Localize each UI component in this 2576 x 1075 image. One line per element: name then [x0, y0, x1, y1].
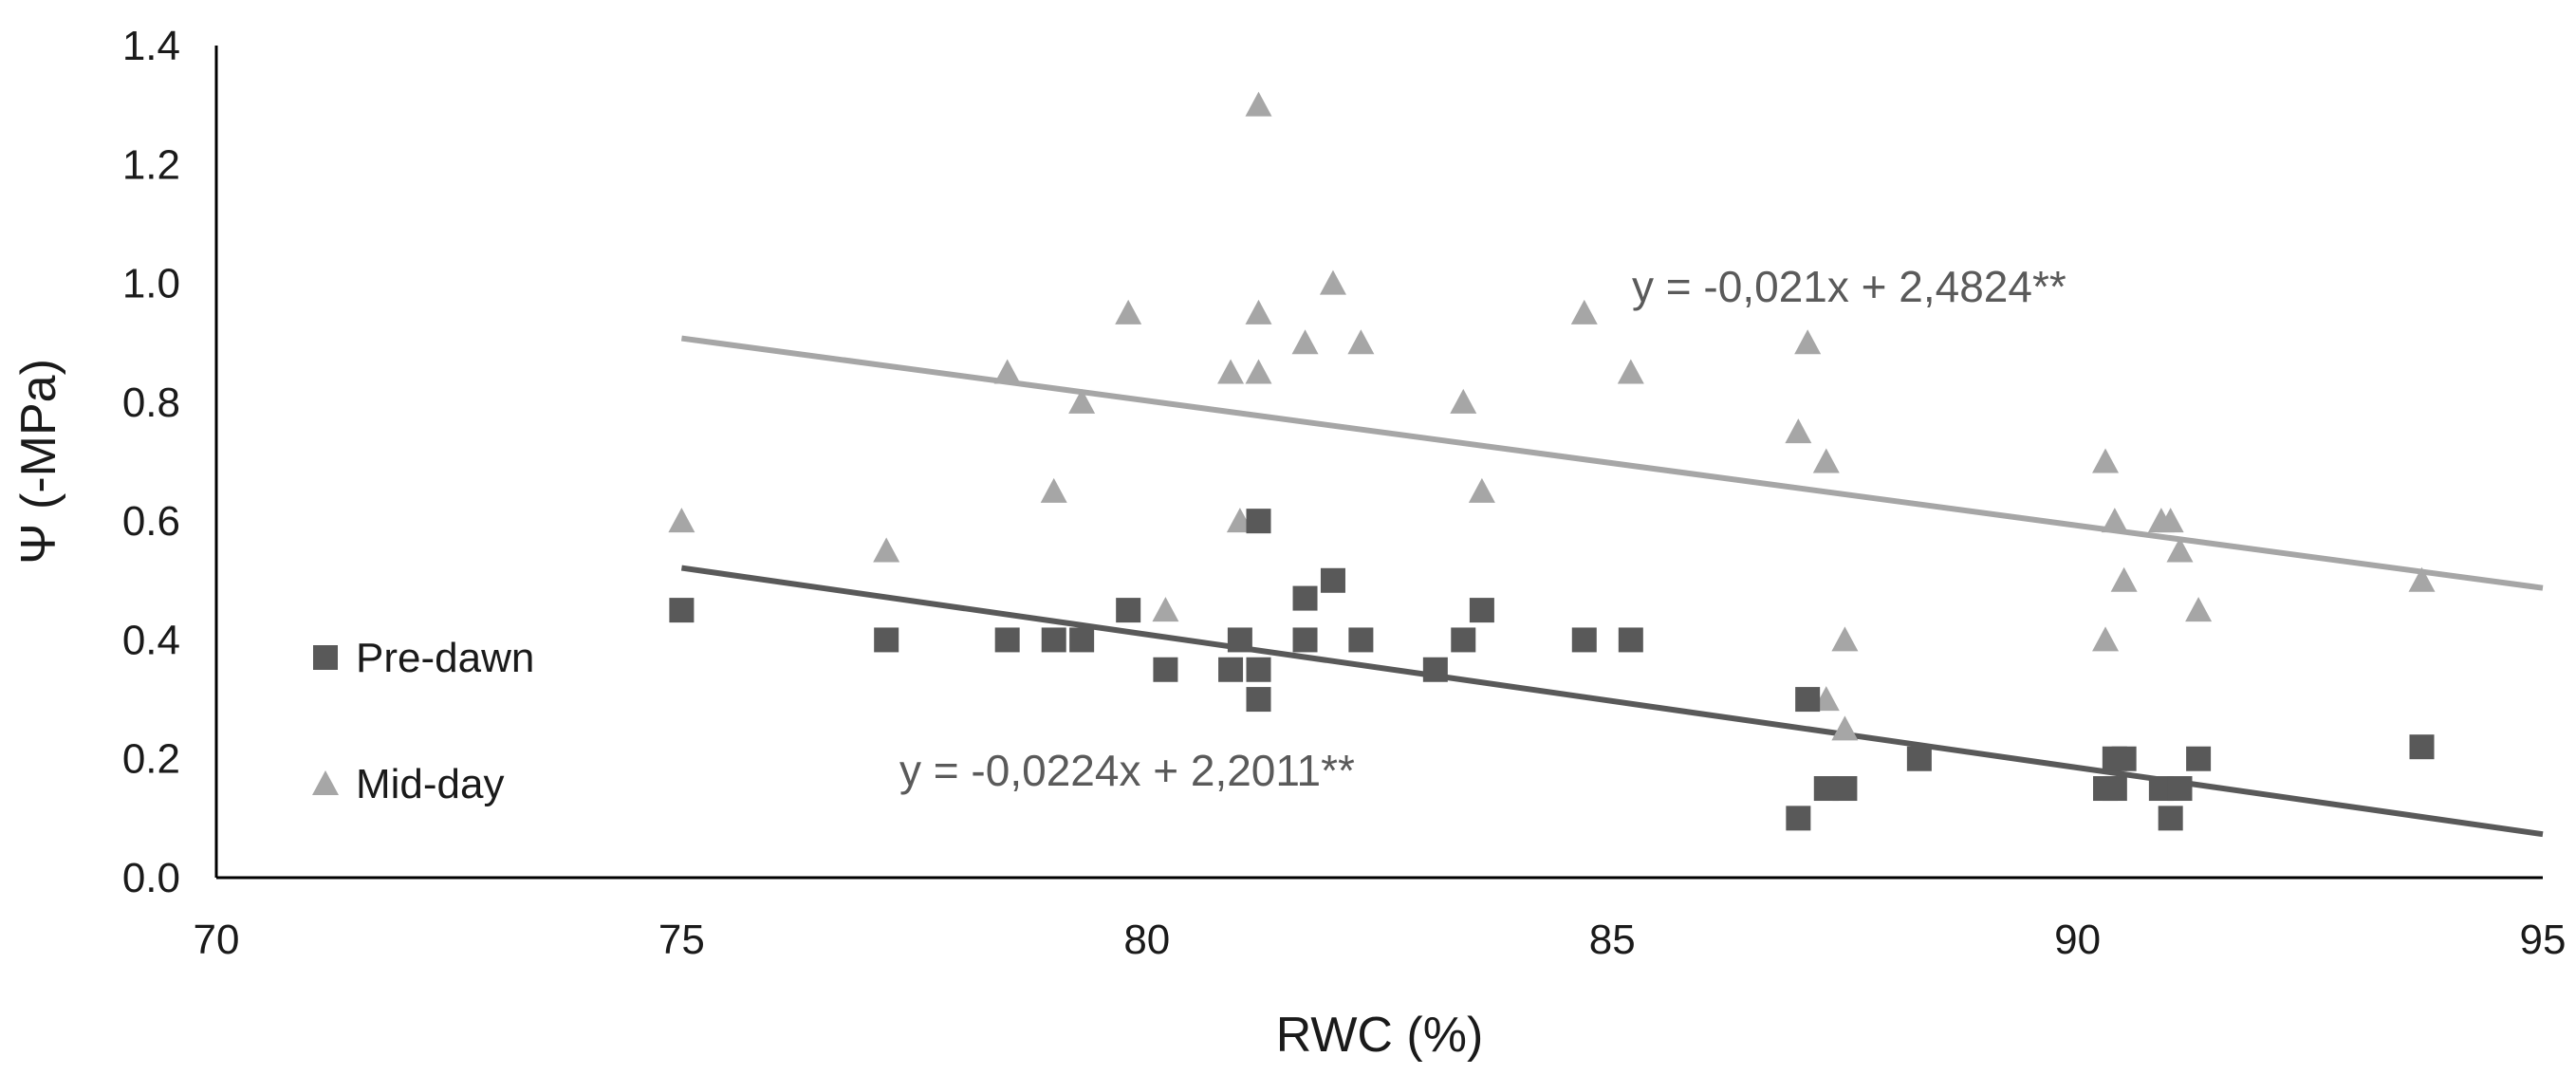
mid-day-point [1068, 388, 1096, 414]
pre-dawn-point [1320, 567, 1345, 593]
mid-day-point [1291, 329, 1319, 355]
pre-dawn-point [2158, 806, 2183, 831]
mid-day-point [1570, 299, 1598, 324]
pre-dawn-point [1246, 687, 1271, 713]
mid-day-point [1245, 359, 1272, 384]
mid-day-point [1245, 299, 1272, 324]
pre-dawn-point [1227, 627, 1252, 653]
pre-dawn-point [1292, 585, 1318, 611]
pre-dawn-point [1218, 657, 1244, 682]
pre-dawn-point [1786, 806, 1811, 831]
trendline-mid-day [681, 335, 2544, 591]
x-tick-label: 85 [1589, 917, 1636, 963]
legend-label: Mid-day [356, 761, 505, 807]
mid-day-point [1617, 359, 1644, 384]
pre-dawn-point [1292, 627, 1318, 653]
pre-dawn-point [1348, 627, 1374, 653]
pre-dawn-point [1832, 776, 1858, 802]
x-tick-label: 70 [194, 917, 240, 963]
pre-dawn-point [2167, 776, 2193, 802]
mid-day-point [1831, 715, 1859, 741]
mid-day-point [1347, 329, 1375, 355]
x-tick-label: 75 [658, 917, 705, 963]
mid-day-point [1245, 91, 1272, 117]
x-tick-label: 95 [2520, 917, 2567, 963]
mid-day-point [1450, 388, 1477, 414]
pre-dawn-point [2111, 746, 2137, 771]
pre-dawn-point [1906, 746, 1932, 771]
mid-day-point [1812, 448, 1840, 473]
y-tick-label: 0.8 [122, 380, 180, 426]
pre-dawn-point [994, 627, 1020, 653]
axes [214, 46, 2543, 880]
mid-day-point [1468, 477, 1495, 503]
pre-dawn-point [2102, 776, 2127, 802]
mid-day-point [2185, 597, 2213, 622]
x-tick-label: 90 [2054, 917, 2101, 963]
mid-day-point [2092, 448, 2120, 473]
x-tick-label: 80 [1123, 917, 1170, 963]
pre-dawn-point [1451, 627, 1476, 653]
y-axis-title: Ψ (-MPa) [11, 359, 66, 565]
pre-dawn-point [1618, 627, 1643, 653]
mid-day-point [873, 537, 900, 563]
mid-day-point [1040, 477, 1067, 503]
y-tick-label: 0.2 [122, 736, 180, 783]
mid-day-point [1794, 329, 1822, 355]
pre-dawn-point [1795, 687, 1821, 713]
mid-day-point [2110, 566, 2138, 592]
mid-day-point [2092, 626, 2120, 652]
pre-dawn-point [1153, 657, 1178, 682]
x-axis-title: RWC (%) [1276, 1008, 1484, 1063]
legend-label: Pre-dawn [356, 635, 534, 681]
y-tick-label: 0.6 [122, 498, 180, 545]
data-points [668, 91, 2436, 831]
pre-dawn-point [1116, 598, 1141, 623]
mid-day-point [1831, 626, 1859, 652]
labels: 70 75 80 85 90 95 0.0 0.2 0.4 0.6 0.8 1.0 1.2 1.4 RWC … [11, 23, 2566, 1063]
pre-dawn-point [2186, 746, 2212, 771]
mid-day-point [1115, 299, 1142, 324]
mid-day-point [2166, 537, 2194, 563]
y-tick-label: 1.2 [122, 141, 180, 188]
legend-marker-pre-dawn [313, 645, 338, 670]
pre-dawn-point [1069, 627, 1095, 653]
mid-day-point [1319, 269, 1346, 295]
y-tick-label: 0.0 [122, 855, 180, 901]
pre-dawn-point [1422, 657, 1448, 682]
mid-day-point [2408, 566, 2436, 592]
pre-dawn-point [1246, 657, 1271, 682]
pre-dawn-point [1469, 598, 1494, 623]
mid-day-point [1217, 359, 1245, 384]
trendlines [680, 335, 2544, 838]
pre-dawn-point [1571, 627, 1597, 653]
mid-day-point [2101, 508, 2128, 533]
mid-day-point [1152, 597, 1179, 622]
pre-dawn-point [874, 627, 899, 653]
trend-equation: y = -0,0224x + 2,2011** [899, 746, 1355, 795]
mid-day-point [993, 359, 1021, 384]
trend-equation: y = -0,021x + 2,4824** [1632, 262, 2066, 311]
pre-dawn-point [1246, 509, 1271, 534]
y-tick-label: 1.0 [122, 261, 180, 307]
trendline-pre-dawn [680, 565, 2544, 838]
mid-day-point [1785, 418, 1812, 444]
pre-dawn-point [669, 598, 695, 623]
mid-day-point [2157, 508, 2184, 533]
pre-dawn-point [2409, 734, 2435, 760]
legend-marker-mid-day [312, 770, 339, 795]
y-tick-label: 0.4 [122, 617, 180, 663]
pre-dawn-point [1041, 627, 1066, 653]
mid-day-point [668, 508, 695, 533]
y-tick-label: 1.4 [122, 23, 180, 69]
